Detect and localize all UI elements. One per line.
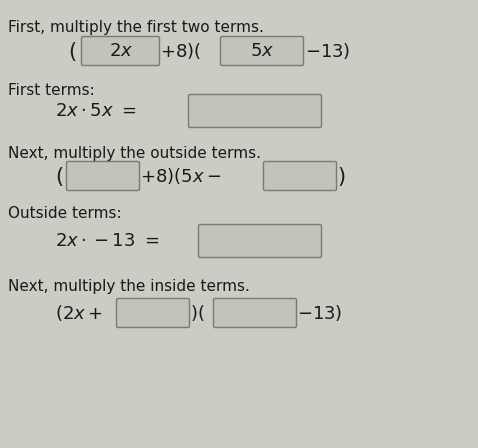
FancyBboxPatch shape (220, 36, 304, 65)
Text: $2x \cdot -13\ =$: $2x \cdot -13\ =$ (55, 232, 159, 250)
FancyBboxPatch shape (117, 298, 189, 327)
Text: $(2x+$: $(2x+$ (55, 303, 103, 323)
Text: $)$: $)$ (337, 164, 346, 188)
Text: Next, multiply the outside terms.: Next, multiply the outside terms. (8, 146, 261, 161)
FancyBboxPatch shape (198, 224, 322, 258)
Text: $-13)$: $-13)$ (297, 303, 342, 323)
FancyBboxPatch shape (82, 36, 160, 65)
Text: $2x$: $2x$ (109, 42, 133, 60)
Text: Outside terms:: Outside terms: (8, 206, 121, 221)
Text: $2x \cdot 5x\ =$: $2x \cdot 5x\ =$ (55, 102, 136, 120)
FancyBboxPatch shape (66, 161, 140, 190)
Text: $+8)(5x-$: $+8)(5x-$ (140, 166, 221, 186)
Text: $5x$: $5x$ (250, 42, 274, 60)
Text: Next, multiply the inside terms.: Next, multiply the inside terms. (8, 279, 250, 294)
Text: $+8)($: $+8)($ (160, 41, 201, 61)
FancyBboxPatch shape (214, 298, 296, 327)
FancyBboxPatch shape (188, 95, 322, 128)
Text: $-13)$: $-13)$ (305, 41, 350, 61)
Text: $)($: $)($ (190, 303, 205, 323)
Text: $(\ $: $(\ $ (68, 39, 76, 63)
Text: First terms:: First terms: (8, 83, 95, 98)
Text: $($: $($ (55, 164, 64, 188)
FancyBboxPatch shape (263, 161, 337, 190)
Text: First, multiply the first two terms.: First, multiply the first two terms. (8, 20, 264, 35)
